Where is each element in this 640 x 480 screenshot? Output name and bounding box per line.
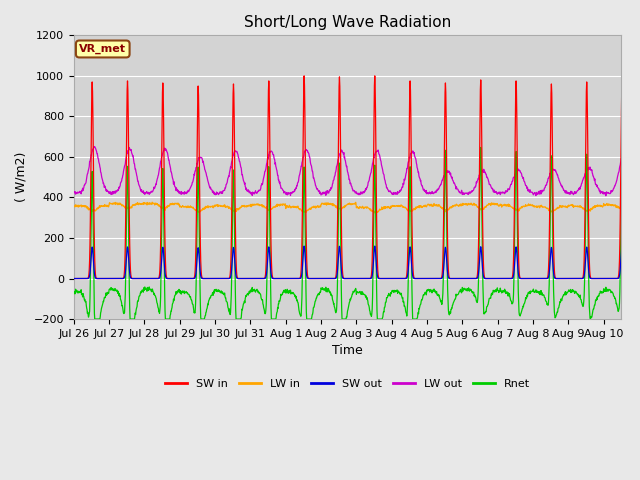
X-axis label: Time: Time [332,344,363,357]
Legend: SW in, LW in, SW out, LW out, Rnet: SW in, LW in, SW out, LW out, Rnet [160,374,535,393]
Text: VR_met: VR_met [79,44,126,54]
Title: Short/Long Wave Radiation: Short/Long Wave Radiation [244,15,451,30]
Y-axis label: ( W/m2): ( W/m2) [15,152,28,203]
